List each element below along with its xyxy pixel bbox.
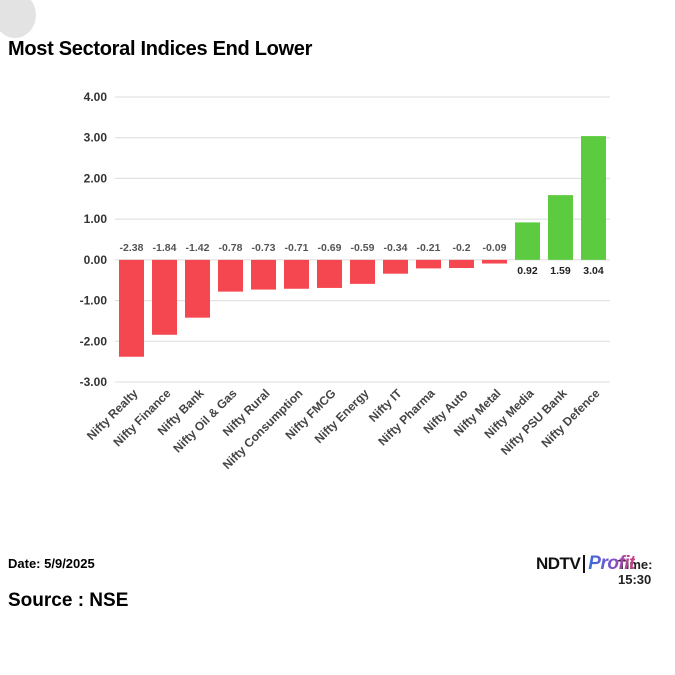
bar bbox=[251, 259, 276, 290]
ndtv-profit-logo: NDTV Profit bbox=[536, 553, 635, 575]
y-tick-label: -2.00 bbox=[80, 334, 108, 348]
data-label: -1.42 bbox=[186, 242, 210, 254]
data-label: -0.2 bbox=[452, 242, 470, 254]
bar bbox=[284, 259, 309, 289]
logo-product: Profit bbox=[588, 553, 635, 574]
y-tick-label: 0.00 bbox=[84, 253, 108, 267]
data-label: -0.59 bbox=[351, 242, 375, 254]
bar bbox=[581, 136, 606, 260]
data-label: -0.73 bbox=[252, 242, 276, 254]
bar bbox=[515, 222, 540, 260]
logo-divider bbox=[583, 555, 586, 573]
bar bbox=[449, 259, 474, 268]
data-label: 3.04 bbox=[583, 265, 604, 277]
data-label: -0.69 bbox=[318, 242, 342, 254]
data-label: -2.38 bbox=[120, 242, 144, 254]
data-label: -0.78 bbox=[219, 242, 243, 254]
data-label: 1.59 bbox=[550, 265, 571, 277]
date-label: Date: 5/9/2025 bbox=[8, 556, 95, 571]
data-label: -0.34 bbox=[384, 242, 408, 254]
bar-chart: 4.00 3.00 2.00 1.00 0.00 -1.00 -2.00 -3.00 -2.38… bbox=[80, 90, 610, 472]
chart-title: Most Sectoral Indices End Lower bbox=[8, 38, 313, 60]
data-label: -1.84 bbox=[153, 242, 177, 254]
data-label: -0.71 bbox=[285, 242, 309, 254]
bar bbox=[383, 259, 408, 274]
y-tick-label: 1.00 bbox=[84, 212, 108, 226]
bar bbox=[317, 259, 342, 288]
bar bbox=[185, 259, 210, 318]
y-tick-label: 3.00 bbox=[84, 131, 108, 145]
bar bbox=[548, 195, 573, 260]
y-tick-label: -3.00 bbox=[80, 375, 108, 389]
bar bbox=[119, 259, 144, 357]
bar bbox=[482, 259, 507, 264]
bar bbox=[218, 259, 243, 292]
time-label: Time: 15:30 bbox=[618, 557, 653, 587]
bar bbox=[416, 259, 441, 269]
data-label: -0.09 bbox=[483, 242, 507, 254]
bar bbox=[350, 259, 375, 284]
y-tick-label: 4.00 bbox=[84, 90, 108, 104]
data-label: 0.92 bbox=[517, 265, 538, 277]
bar bbox=[152, 259, 177, 335]
y-tick-label: -1.00 bbox=[80, 294, 108, 308]
category-label: Nifty Defence bbox=[538, 386, 602, 450]
data-label: -0.21 bbox=[417, 242, 441, 254]
logo-brand: NDTV bbox=[536, 554, 581, 573]
source-label: Source : NSE bbox=[8, 590, 129, 611]
y-tick-label: 2.00 bbox=[84, 171, 108, 185]
